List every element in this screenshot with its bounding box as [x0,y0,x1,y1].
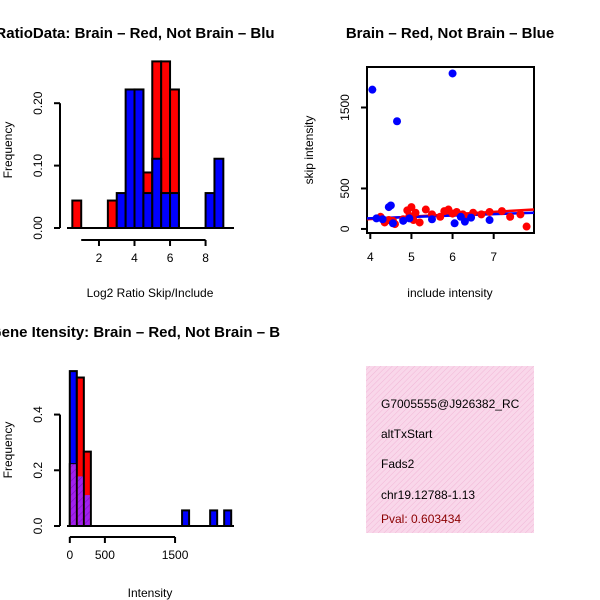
brain-point [522,222,531,231]
x-tick-label: 7 [490,250,497,264]
ratio-y-label: Frequency [1,122,15,179]
y-tick-label: 0.0 [31,517,45,534]
scatter-plot-box [366,66,535,234]
not-brain-point [386,201,395,210]
info-box-background [366,366,534,533]
brain-point [497,207,506,216]
brain-point [421,205,430,214]
not-brain-bar [204,192,216,229]
ratio-bars [67,60,234,230]
intensity-x-axis: 0 500 1500 [66,536,189,562]
ratio-x-axis: 2 4 6 8 [81,239,209,265]
y-tick-label: 0 [338,225,352,232]
event-type: altTxStart [381,427,433,441]
brain-bar [106,199,118,230]
intensity-histogram: Gene Itensity: Brain – Red, Not Brain – … [0,324,280,600]
p-value: Pval: 0.603434 [381,512,461,526]
x-tick-label: 2 [96,251,103,265]
not-brain-point [393,117,402,126]
intensity-y-axis: 0.0 0.2 0.4 [31,406,61,534]
not-brain-point [378,215,387,224]
scatter-y-label: skip intensity [302,116,316,185]
scatter-x-label: include intensity [407,286,492,300]
not-brain-point [485,216,494,225]
event-id: G7005555@J926382_RC [381,397,520,411]
x-tick-label: 8 [202,251,209,265]
scatter-chart-title: Brain – Red, Not Brain – Blue [346,25,554,42]
y-tick-label: 0.2 [31,462,45,479]
not-brain-point [405,214,414,223]
x-tick-label: 6 [167,251,174,265]
brain-point [516,210,525,219]
intensity-chart-title: Gene Itensity: Brain – Red, Not Brain – … [0,324,280,341]
not-brain-point [448,69,457,78]
y-tick-label: 0.10 [31,154,45,178]
overlap-bar [70,464,76,526]
scatter-y-axis: 0 500 1500 [338,94,367,232]
x-tick-label: 6 [449,250,456,264]
not-brain-bar [124,88,136,229]
intensity-scatter: Brain – Red, Not Brain – Blue 4 5 6 7 0 500 1… [302,25,554,300]
not-brain-point [450,219,459,228]
brain-point [436,212,445,221]
scatter-points [368,69,531,231]
x-tick-label: 0 [66,548,73,562]
brain-point [407,203,416,212]
x-tick-label: 5 [408,250,415,264]
ratio-histogram: RatioData: Brain – Red, Not Brain – Blu … [0,25,275,300]
not-brain-bar [151,157,163,229]
not-brain-bar [209,509,219,527]
brain-bar [71,199,83,230]
not-brain-bar [160,192,172,229]
not-brain-point [460,217,469,226]
not-brain-bar [115,192,127,229]
overlap-bar [77,476,83,526]
brain-point [415,218,424,227]
overlap-bar [84,495,90,526]
intensity-x-label: Intensity [128,586,173,600]
x-tick-label: 4 [131,251,138,265]
x-tick-label: 4 [367,250,374,264]
ratio-y-axis: 0.00 0.10 0.20 [31,91,61,240]
not-brain-bar [181,509,191,527]
not-brain-bar [213,157,225,229]
intensity-bars [67,370,234,527]
x-tick-label: 500 [95,548,115,562]
x-tick-label: 1500 [162,548,189,562]
scatter-x-axis: 4 5 6 7 [367,233,497,264]
not-brain-bar [133,88,145,229]
not-brain-point [368,85,377,94]
not-brain-point [399,216,408,225]
intensity-y-label: Frequency [1,422,15,479]
y-tick-label: 1500 [338,94,352,121]
event-info-box: G7005555@J926382_RC altTxStart Fads2 chr… [366,366,534,533]
brain-point [485,207,494,216]
not-brain-point [427,215,436,224]
brain-point [411,208,420,217]
not-brain-point [467,213,476,222]
not-brain-bar [142,192,154,229]
brain-point [477,210,486,219]
not-brain-bar [169,192,180,229]
gene-name: Fads2 [381,457,415,471]
ratio-x-label: Log2 Ratio Skip/Include [87,286,214,300]
y-tick-label: 0.00 [31,216,45,240]
not-brain-bar [223,509,233,527]
not-brain-point [372,214,381,223]
y-tick-label: 0.4 [31,406,45,423]
y-tick-label: 500 [338,178,352,198]
y-tick-label: 0.20 [31,91,45,115]
ratio-chart-title: RatioData: Brain – Red, Not Brain – Blu [0,25,275,42]
genomic-location: chr19.12788-1.13 [381,488,475,502]
not-brain-point [388,219,397,228]
brain-point [506,212,515,221]
